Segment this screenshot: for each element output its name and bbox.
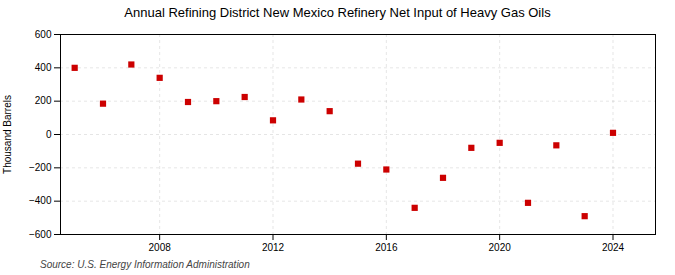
svg-text:−200: −200 — [29, 162, 52, 173]
svg-text:−600: −600 — [29, 229, 52, 240]
svg-text:2016: 2016 — [375, 242, 398, 253]
svg-text:−400: −400 — [29, 195, 52, 206]
html-text:Source: U.S. Energy Informatio: Source: U.S. Energy Information Administ… — [40, 259, 250, 270]
svg-text:2020: 2020 — [489, 242, 512, 253]
svg-text:2008: 2008 — [149, 242, 172, 253]
html-text:Annual Refining District New M: Annual Refining District New Mexico Refi… — [124, 5, 551, 20]
svg-text:0: 0 — [46, 129, 52, 140]
svg-text:600: 600 — [35, 29, 52, 40]
svg-text:Thousand Barrels: Thousand Barrels — [2, 95, 13, 174]
svg-text:400: 400 — [35, 62, 52, 73]
svg-text:2024: 2024 — [602, 242, 625, 253]
svg-text:2012: 2012 — [262, 242, 285, 253]
svg-text:200: 200 — [35, 95, 52, 106]
